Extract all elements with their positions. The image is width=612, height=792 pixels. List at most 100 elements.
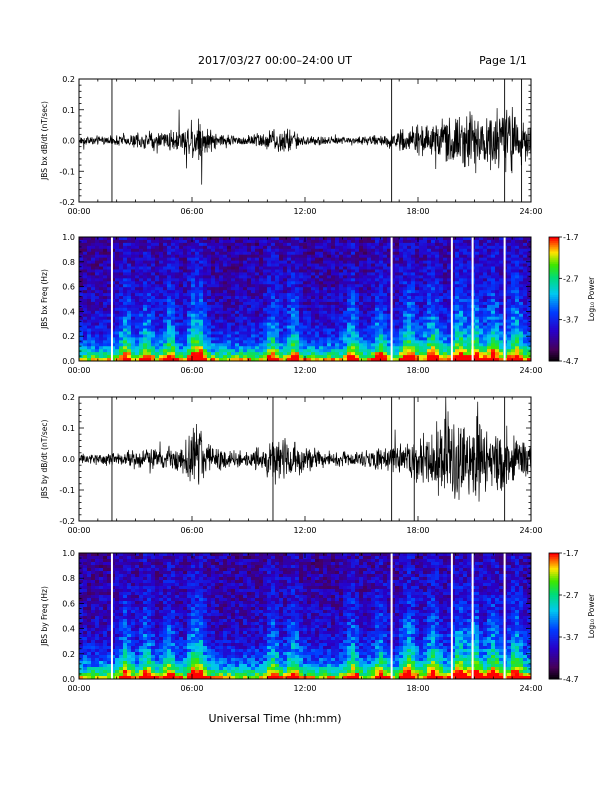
- spectrogram-cell: [171, 331, 175, 334]
- spectrogram-cell: [507, 329, 511, 332]
- spectrogram-cell: [79, 278, 83, 281]
- spectrogram-cell: [95, 275, 99, 278]
- spectrogram-cell: [403, 284, 407, 287]
- spectrogram-cell: [199, 258, 203, 261]
- spectrogram-cell: [227, 258, 231, 261]
- spectrogram-cell: [83, 299, 87, 302]
- spectrogram-cell: [139, 296, 143, 299]
- spectrogram-cell: [511, 352, 515, 355]
- spectrogram-cell: [347, 311, 351, 314]
- spectrogram-cell: [287, 252, 291, 255]
- spectrogram-cell: [411, 255, 415, 258]
- spectrogram-cell: [115, 329, 119, 332]
- spectrogram-cell: [191, 281, 195, 284]
- spectrogram-cell: [251, 337, 255, 340]
- spectrogram-cell: [407, 334, 411, 337]
- spectrogram-cell: [423, 272, 427, 275]
- spectrogram-cell: [175, 237, 179, 240]
- spectrogram-cell: [139, 252, 143, 255]
- spectrogram-cell: [291, 249, 295, 252]
- spectrogram-cell: [247, 281, 251, 284]
- spectrogram-cell: [379, 331, 383, 334]
- spectrogram-cell: [175, 255, 179, 258]
- spectrogram-cell: [491, 296, 495, 299]
- spectrogram-cell: [371, 284, 375, 287]
- spectrogram-cell: [203, 293, 207, 296]
- spectrogram-cell: [195, 340, 199, 343]
- spectrogram-cell: [235, 355, 239, 358]
- spectrogram-cell: [115, 249, 119, 252]
- spectrogram-cell: [407, 255, 411, 258]
- spectrogram-cell: [507, 331, 511, 334]
- spectrogram-cell: [399, 302, 403, 305]
- spectrogram-cell: [431, 272, 435, 275]
- spectrogram-cell: [199, 267, 203, 270]
- spectrogram-cell: [423, 299, 427, 302]
- spectrogram-cell: [359, 249, 363, 252]
- spectrogram-cell: [147, 317, 151, 320]
- spectrogram-cell: [139, 264, 143, 267]
- spectrogram-cell: [275, 305, 279, 308]
- spectrogram-cell: [119, 255, 123, 258]
- spectrogram-cell: [447, 249, 451, 252]
- spectrogram-cell: [283, 305, 287, 308]
- spectrogram-cell: [403, 314, 407, 317]
- spectrogram-cell: [195, 261, 199, 264]
- spectrogram-cell: [383, 320, 387, 323]
- spectrogram-cell: [371, 334, 375, 337]
- spectrogram-cell: [183, 305, 187, 308]
- spectrogram-cell: [371, 293, 375, 296]
- spectrogram-cell: [139, 352, 143, 355]
- spectrogram-cell: [143, 355, 147, 358]
- spectrogram-cell: [247, 340, 251, 343]
- spectrogram-cell: [291, 352, 295, 355]
- spectrogram-cell: [463, 243, 467, 246]
- spectrogram-cell: [247, 284, 251, 287]
- spectrogram-cell: [375, 317, 379, 320]
- spectrogram-cell: [303, 340, 307, 343]
- spectrogram-cell: [335, 311, 339, 314]
- spectrogram-cell: [131, 299, 135, 302]
- spectrogram-cell: [423, 243, 427, 246]
- spectrogram-cell: [151, 337, 155, 340]
- spectrogram-cell: [263, 317, 267, 320]
- spectrogram-cell: [215, 246, 219, 249]
- spectrogram-cell: [467, 264, 471, 267]
- spectrogram-cell: [335, 355, 339, 358]
- spectrogram-cell: [287, 255, 291, 258]
- spectrogram-cell: [127, 278, 131, 281]
- spectrogram-cell: [303, 346, 307, 349]
- spectrogram-cell: [411, 240, 415, 243]
- spectrogram-cell: [447, 252, 451, 255]
- spectrogram-cell: [315, 246, 319, 249]
- spectrogram-cell: [95, 296, 99, 299]
- spectrogram-cell: [395, 261, 399, 264]
- spectrogram-cell: [271, 258, 275, 261]
- spectrogram-cell: [443, 346, 447, 349]
- spectrogram-cell: [267, 252, 271, 255]
- spectrogram-cell: [347, 343, 351, 346]
- spectrogram-cell: [235, 329, 239, 332]
- spectrogram-cell: [139, 240, 143, 243]
- spectrogram-cell: [423, 320, 427, 323]
- spectrogram-cell: [159, 314, 163, 317]
- spectrogram-cell: [131, 320, 135, 323]
- spectrogram-cell: [371, 308, 375, 311]
- spectrogram-cell: [327, 340, 331, 343]
- spectrogram-cell: [411, 346, 415, 349]
- spectrogram-cell: [363, 317, 367, 320]
- spectrogram-cell: [163, 340, 167, 343]
- spectrogram-cell: [231, 299, 235, 302]
- spectrogram-cell: [455, 343, 459, 346]
- spectrogram-cell: [427, 267, 431, 270]
- spectrogram-cell: [475, 249, 479, 252]
- spectrogram-cell: [303, 349, 307, 352]
- spectrogram-cell: [163, 272, 167, 275]
- spectrogram-cell: [303, 302, 307, 305]
- spectrogram-cell: [439, 255, 443, 258]
- spectrogram-cell: [399, 246, 403, 249]
- spectrogram-cell: [175, 337, 179, 340]
- spectrogram-cell: [351, 308, 355, 311]
- spectrogram-cell: [251, 290, 255, 293]
- spectrogram-cell: [295, 340, 299, 343]
